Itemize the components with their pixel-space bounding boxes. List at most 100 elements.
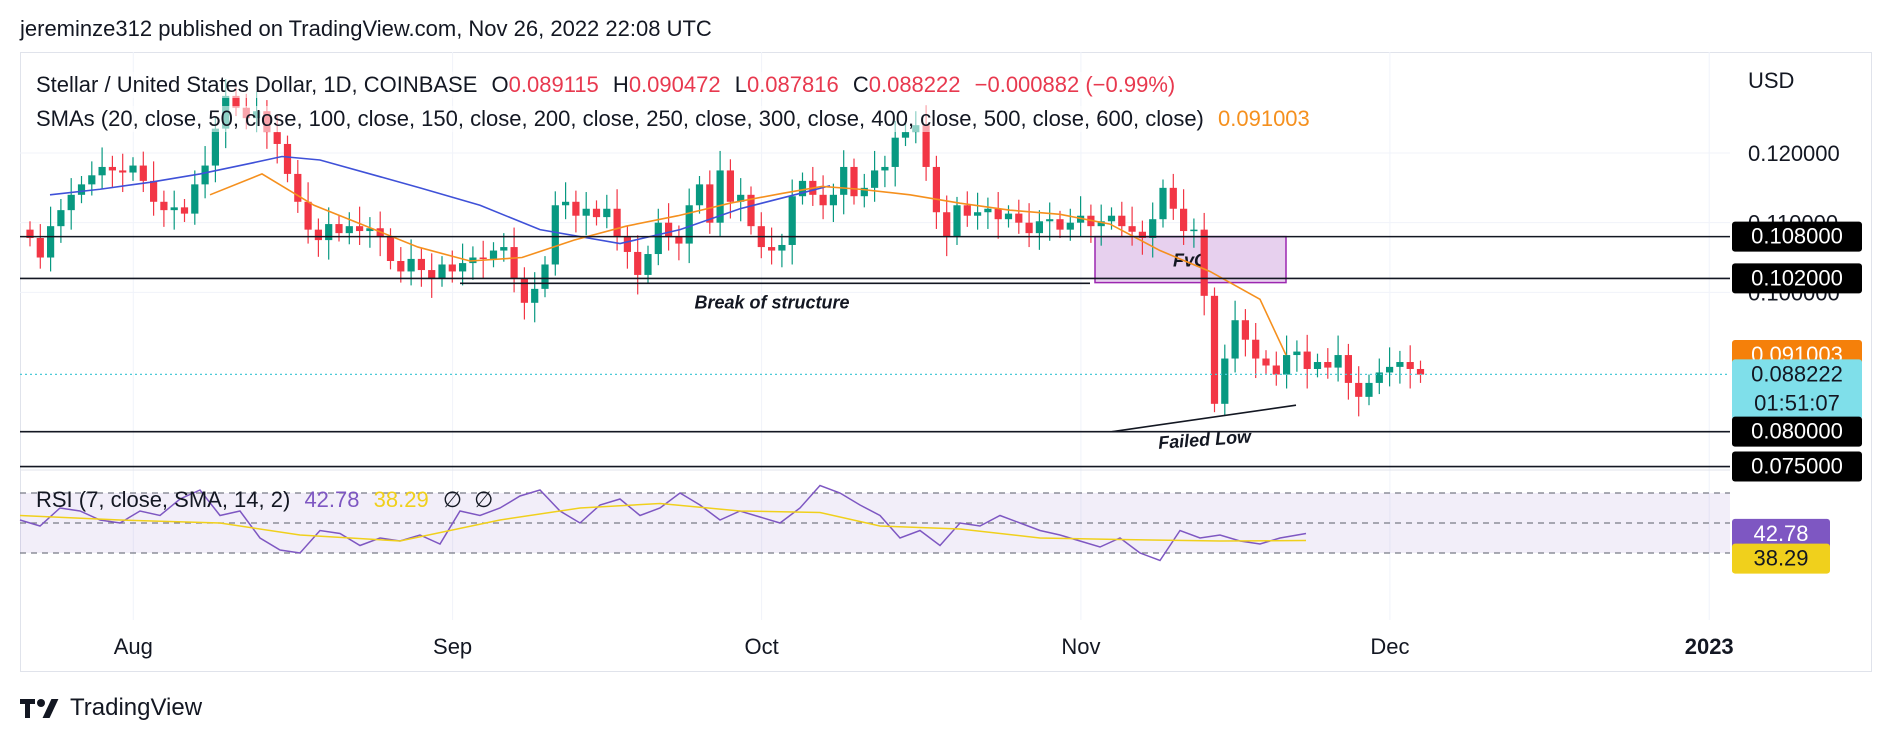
candle-body [829, 194, 837, 206]
bos-label: Break of structure [694, 292, 849, 312]
candle-body [685, 205, 693, 244]
fvg-label: FvG [1173, 251, 1208, 271]
x-tick-label: 2023 [1685, 634, 1734, 659]
candle-body [994, 208, 1002, 220]
candle-body [1386, 366, 1394, 373]
candle-body [1097, 221, 1105, 227]
candle-body [211, 128, 219, 166]
tradingview-logo-icon[interactable] [20, 696, 64, 720]
candle-body [1375, 372, 1383, 383]
candle-body [438, 264, 446, 279]
candle-body [737, 194, 745, 202]
candle-body [335, 224, 343, 234]
candle-body [840, 166, 848, 195]
candle-body [1046, 219, 1054, 222]
candle-body [325, 224, 333, 241]
candle-body [1004, 213, 1013, 220]
candle-body [98, 166, 106, 176]
candle-body [1334, 355, 1342, 368]
candle-body [860, 187, 868, 197]
candle-body [665, 222, 673, 237]
sma-short-line [209, 173, 1287, 356]
candle-body [232, 95, 240, 108]
candle-body [1056, 219, 1064, 230]
candle-body [1272, 365, 1280, 375]
low-value: 0.087816 [746, 72, 839, 97]
candle-body [551, 205, 559, 265]
candle-body [304, 201, 312, 230]
candle-body [623, 236, 631, 252]
candle-body [1324, 362, 1332, 368]
candle-body [572, 201, 580, 216]
candle-body [283, 143, 292, 174]
candle-body [356, 226, 364, 232]
candle-body [1406, 362, 1414, 369]
candle-body [67, 194, 75, 211]
rsi-ma-badge-label: 38.29 [1753, 546, 1808, 571]
candle-body [1344, 355, 1352, 383]
footer: TradingView [20, 694, 202, 722]
candle-body [479, 257, 487, 260]
candle-body [768, 247, 776, 251]
hide-icon[interactable]: ∅ [442, 487, 462, 512]
candle-body [798, 180, 807, 197]
candle-body [922, 125, 930, 167]
fvg-zone [1094, 235, 1287, 284]
candle-body [1313, 362, 1322, 369]
candle-body [386, 236, 395, 261]
candle-body [201, 165, 209, 185]
candle-body [1169, 187, 1177, 209]
rsi-badge [1732, 518, 1830, 549]
candle-body [747, 194, 755, 227]
candle-body [1200, 229, 1208, 296]
candle-body [1283, 355, 1291, 375]
candle-body [294, 173, 302, 202]
candle-body [459, 263, 467, 272]
candle-body [1190, 229, 1198, 232]
candle-body [819, 194, 827, 206]
candle-body [974, 212, 982, 216]
candle-body [520, 278, 528, 303]
candle-body [788, 196, 796, 245]
candle-body [1231, 320, 1239, 359]
close-label: C [852, 72, 869, 97]
candle-body [932, 166, 940, 213]
price-badge-label: 0.108000 [1751, 224, 1843, 249]
candle-body [57, 210, 65, 227]
x-tick-label: Oct [744, 634, 778, 659]
price-badge [1732, 263, 1862, 294]
candle-body [345, 226, 353, 234]
candle-body [1293, 351, 1301, 356]
candle-body [562, 201, 570, 206]
countdown-label: 01:51:07 [1754, 390, 1840, 415]
candle-body [407, 258, 415, 272]
candle-body [613, 208, 621, 237]
candle-body [1416, 368, 1425, 375]
x-tick-label: Dec [1370, 634, 1409, 659]
rsi-legend: RSI (7, close, SMA, 14, 2) 42.78 38.29 ∅… [36, 487, 493, 513]
candle-body [1015, 213, 1023, 223]
candle-body [1077, 215, 1085, 223]
candle-body [417, 258, 425, 271]
footer-brand[interactable]: TradingView [70, 694, 203, 721]
candle-body [397, 261, 405, 272]
candle-body [1138, 231, 1146, 239]
candle-body [1396, 362, 1404, 367]
candle-body [726, 170, 734, 202]
high-label: H [612, 72, 629, 97]
hide-icon[interactable]: ∅ [474, 487, 494, 512]
candle-body [1025, 222, 1033, 234]
candle-body [984, 208, 992, 213]
rsi-label: RSI (7, close, SMA, 14, 2) [36, 487, 291, 512]
failed-low-label: Failed Low [1157, 426, 1252, 453]
candle-body [180, 207, 189, 214]
open-value: 0.089115 [508, 72, 599, 97]
candle-body [448, 264, 456, 272]
candle-body [706, 184, 714, 223]
candle-body [1355, 382, 1363, 397]
candle-body [1035, 221, 1043, 234]
candle-body [881, 166, 889, 171]
symbol-legend: Stellar / United States Dollar, 1D, COIN… [36, 72, 1176, 98]
candle-body [88, 175, 96, 185]
